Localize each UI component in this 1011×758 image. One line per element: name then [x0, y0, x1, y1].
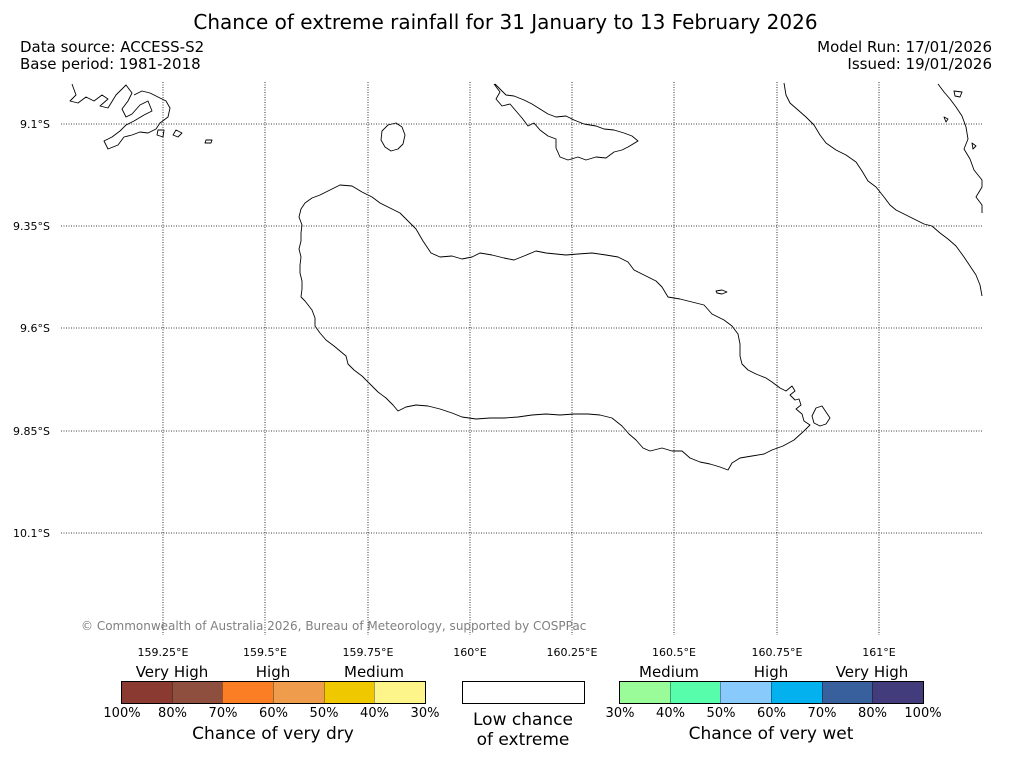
lat-label: 9.85°S	[13, 425, 50, 438]
map-title: Chance of extreme rainfall for 31 Januar…	[193, 10, 818, 34]
dry-tick-label: 70%	[208, 706, 238, 721]
legend-heading: Medium	[344, 663, 404, 681]
wet-color-swatch	[720, 682, 772, 703]
wet-tick-label: 100%	[904, 706, 942, 721]
coastlines	[69, 82, 983, 471]
dry-caption: Chance of very dry	[192, 724, 354, 744]
malaita-islets	[943, 90, 977, 150]
legend-heading: Very High	[135, 663, 209, 681]
source-info: Data source: ACCESS-S2 Base period: 1981…	[20, 39, 204, 73]
small-island-north	[380, 122, 406, 152]
dry-tick-label: 40%	[360, 706, 389, 721]
issued-date: Issued: 19/01/2026	[847, 55, 992, 73]
malaita-coastline	[783, 82, 983, 297]
russell-islets	[156, 129, 213, 144]
dry-color-swatch	[323, 682, 375, 703]
lat-label: 9.35°S	[13, 220, 50, 233]
dry-color-swatch	[222, 682, 274, 703]
base-period: Base period: 1981-2018	[20, 55, 201, 73]
isle-near-east-coast	[811, 405, 831, 427]
dry-tick-label: 100%	[103, 706, 141, 721]
dry-tick-label: 80%	[158, 706, 187, 721]
lon-label: 161°E	[862, 646, 895, 659]
low-chance-swatch	[462, 681, 585, 704]
lon-label: 159.5°E	[243, 646, 287, 659]
dry-tick-label: 30%	[410, 706, 440, 721]
data-source: Data source: ACCESS-S2	[20, 38, 205, 56]
wet-tick-label: 50%	[706, 706, 736, 721]
dry-tick-label: 50%	[309, 706, 339, 721]
lat-label: 10.1°S	[13, 527, 50, 540]
wet-color-swatch	[620, 682, 670, 703]
wet-tick-label: 30%	[605, 706, 635, 721]
dry-color-swatch	[374, 682, 426, 703]
lon-label: 160.5°E	[652, 646, 696, 659]
lat-label: 9.1°S	[20, 118, 50, 131]
graticule	[61, 82, 982, 635]
wet-tick-label: 70%	[807, 706, 837, 721]
lon-label: 159.75°E	[343, 646, 394, 659]
lon-label: 160.75°E	[752, 646, 803, 659]
wet-tick-label: 80%	[858, 706, 887, 721]
guadalcanal-coastline	[298, 184, 811, 471]
wet-tick-label: 40%	[656, 706, 685, 721]
lon-label: 159.25°E	[138, 646, 189, 659]
lat-label: 9.6°S	[20, 322, 50, 335]
low-chance-line2: of extreme	[476, 730, 570, 750]
dry-color-swatch	[122, 682, 172, 703]
lon-label: 160.25°E	[547, 646, 598, 659]
wet-color-swatch	[669, 682, 721, 703]
legend-heading: Medium	[639, 663, 699, 681]
model-run: Model Run: 17/01/2026	[817, 38, 992, 56]
wet-color-swatch	[771, 682, 822, 703]
copyright-notice: © Commonwealth of Australia 2026, Bureau…	[81, 619, 586, 633]
run-info: Model Run: 17/01/2026 Issued: 19/01/2026	[817, 39, 992, 73]
dry-color-swatch	[171, 682, 223, 703]
wet-color-swatch	[821, 682, 873, 703]
lon-label: 160°E	[453, 646, 486, 659]
low-chance-label: Low chance of extreme	[443, 710, 603, 750]
florida-islands-coastline	[493, 83, 639, 161]
islet-east	[715, 289, 728, 295]
latitude-labels: 9.1°S 9.35°S 9.6°S 9.85°S 10.1°S	[13, 118, 50, 540]
dry-colorbar	[121, 681, 426, 704]
longitude-labels: 159.25°E 159.5°E 159.75°E 160°E 160.25°E…	[138, 646, 896, 659]
legend-heading: High	[255, 663, 291, 681]
wet-tick-label: 60%	[757, 706, 786, 721]
legend-heading: High	[753, 663, 789, 681]
russell-islands-coastline	[69, 83, 171, 150]
legend-heading: Very High	[835, 663, 909, 681]
dry-color-swatch	[273, 682, 324, 703]
dry-tick-label: 60%	[259, 706, 288, 721]
wet-caption: Chance of very wet	[688, 724, 854, 744]
wet-color-swatch	[872, 682, 924, 703]
malaita-north-coastline	[937, 83, 983, 213]
low-chance-line1: Low chance	[473, 710, 573, 730]
wet-colorbar	[619, 681, 924, 704]
map-canvas: 9.1°S 9.35°S 9.6°S 9.85°S 10.1°S 159.25°…	[13, 82, 983, 659]
